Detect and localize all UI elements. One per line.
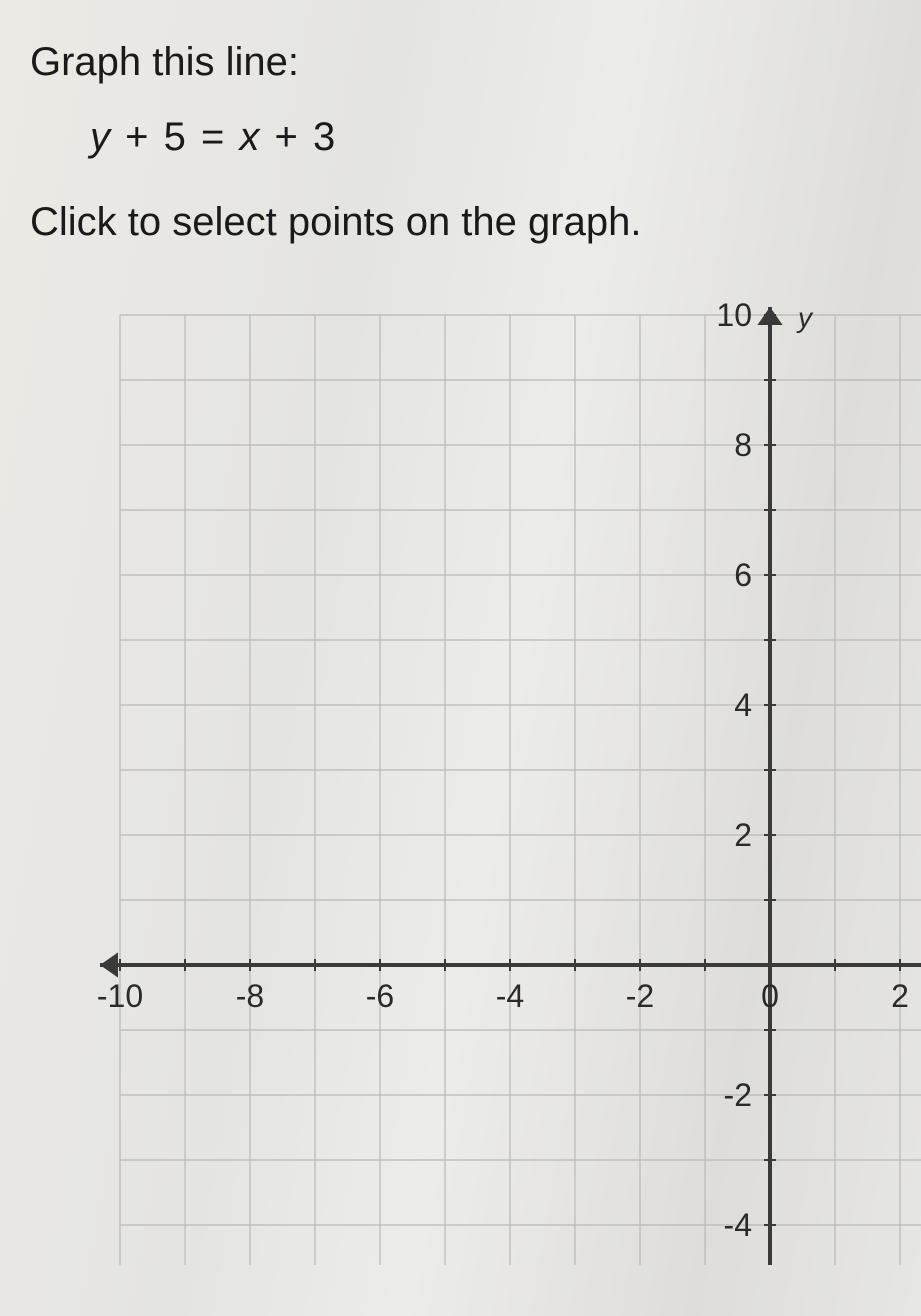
equation-rhs-op: + 3 xyxy=(261,115,337,159)
x-tick-label: -6 xyxy=(366,978,394,1014)
question-title: Graph this line: xyxy=(30,40,901,85)
y-tick-label: 8 xyxy=(734,427,752,463)
y-tick-label: -2 xyxy=(724,1077,752,1113)
equation-x-var: x xyxy=(239,115,261,159)
y-tick-label: 2 xyxy=(734,817,752,853)
equation-text: y + 5 = x + 3 xyxy=(90,115,901,160)
x-tick-label: -2 xyxy=(626,978,654,1014)
x-tick-label: -10 xyxy=(97,978,143,1014)
y-tick-label: 10 xyxy=(716,297,752,333)
x-tick-label: 2 xyxy=(891,978,909,1014)
y-tick-label: 6 xyxy=(734,557,752,593)
equation-lhs-op: + 5 xyxy=(112,115,188,159)
x-tick-label: -4 xyxy=(496,978,524,1014)
x-tick-label: 0 xyxy=(761,978,779,1014)
equation-y-var: y xyxy=(90,115,112,159)
x-tick-label: -8 xyxy=(236,978,264,1014)
y-tick-label: 4 xyxy=(734,687,752,723)
instruction-text: Click to select points on the graph. xyxy=(30,200,901,245)
y-axis-label: y xyxy=(796,302,814,333)
equation-equals: = xyxy=(188,115,240,159)
y-tick-label: -4 xyxy=(724,1207,752,1243)
coordinate-grid[interactable]: -10-8-6-4-202-4-2246810y xyxy=(20,285,900,1245)
